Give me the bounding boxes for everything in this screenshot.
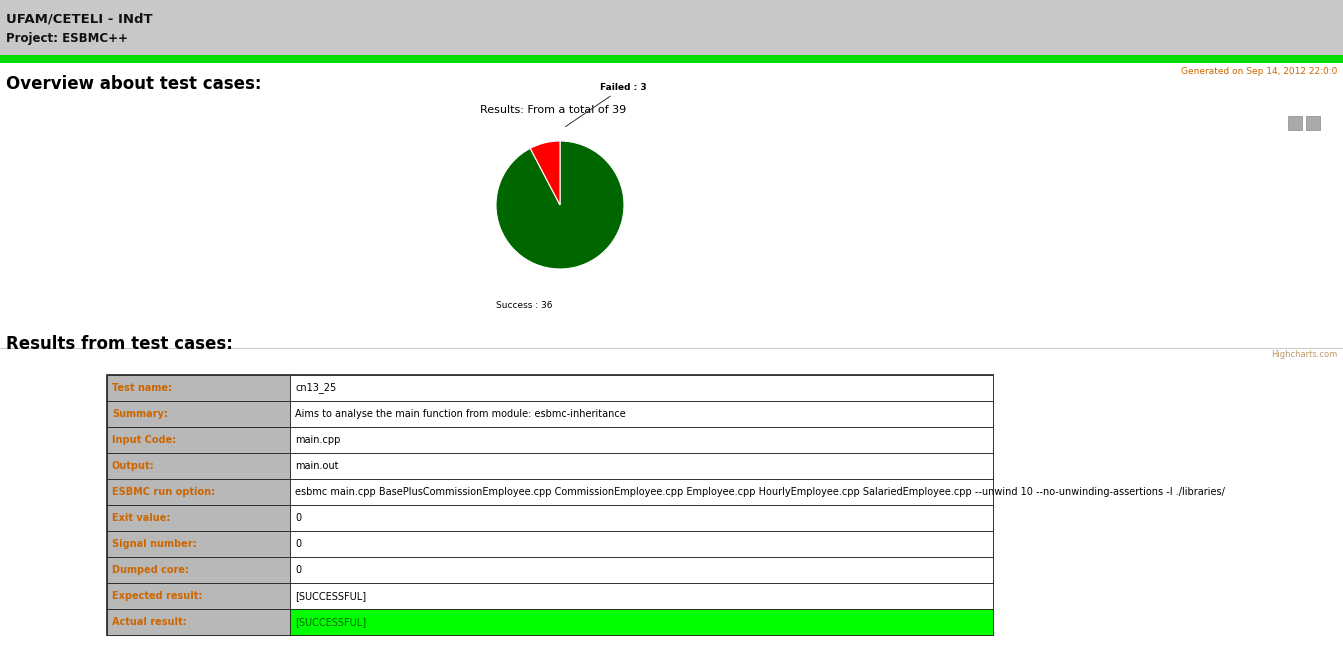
Text: [SUCCESSFUL]: [SUCCESSFUL] — [295, 617, 367, 627]
Text: Input Code:: Input Code: — [111, 435, 176, 445]
FancyBboxPatch shape — [290, 375, 992, 401]
Text: cn13_25: cn13_25 — [295, 383, 336, 394]
Text: Signal number:: Signal number: — [111, 539, 196, 549]
Text: Highcharts.com: Highcharts.com — [1270, 350, 1338, 359]
FancyBboxPatch shape — [290, 505, 992, 531]
Text: Dumped core:: Dumped core: — [111, 565, 189, 575]
Title: Results: From a total of 39: Results: From a total of 39 — [479, 106, 626, 116]
FancyBboxPatch shape — [107, 401, 290, 427]
Text: Success : 36: Success : 36 — [496, 301, 552, 310]
FancyBboxPatch shape — [107, 375, 290, 401]
Text: Actual result:: Actual result: — [111, 617, 187, 627]
Text: Exit value:: Exit value: — [111, 513, 171, 523]
FancyBboxPatch shape — [0, 0, 1343, 55]
Text: Project: ESBMC++: Project: ESBMC++ — [5, 32, 128, 45]
FancyBboxPatch shape — [1305, 116, 1320, 130]
FancyBboxPatch shape — [290, 427, 992, 453]
FancyBboxPatch shape — [290, 401, 992, 427]
Text: Overview about test cases:: Overview about test cases: — [5, 75, 262, 93]
FancyBboxPatch shape — [290, 583, 992, 609]
Text: Generated on Sep 14, 2012 22:0:0: Generated on Sep 14, 2012 22:0:0 — [1180, 67, 1338, 76]
FancyBboxPatch shape — [107, 557, 290, 583]
Wedge shape — [496, 141, 624, 269]
FancyBboxPatch shape — [290, 531, 992, 557]
Text: Output:: Output: — [111, 461, 154, 471]
Text: Results from test cases:: Results from test cases: — [5, 335, 232, 353]
Text: [SUCCESSFUL]: [SUCCESSFUL] — [295, 591, 367, 601]
Text: esbmc main.cpp BasePlusCommissionEmployee.cpp CommissionEmployee.cpp Employee.cp: esbmc main.cpp BasePlusCommissionEmploye… — [295, 487, 1225, 497]
FancyBboxPatch shape — [107, 427, 290, 453]
Text: 0: 0 — [295, 513, 301, 523]
Text: main.cpp: main.cpp — [295, 435, 340, 445]
FancyBboxPatch shape — [107, 453, 290, 479]
FancyBboxPatch shape — [107, 531, 290, 557]
FancyBboxPatch shape — [290, 557, 992, 583]
FancyBboxPatch shape — [0, 55, 1343, 63]
FancyBboxPatch shape — [107, 505, 290, 531]
FancyBboxPatch shape — [107, 479, 290, 505]
Text: main.out: main.out — [295, 461, 338, 471]
Text: 0: 0 — [295, 565, 301, 575]
Text: Expected result:: Expected result: — [111, 591, 203, 601]
Text: Failed : 3: Failed : 3 — [565, 83, 646, 127]
Wedge shape — [530, 141, 560, 205]
FancyBboxPatch shape — [107, 583, 290, 609]
Text: UFAM/CETELI - INdT: UFAM/CETELI - INdT — [5, 13, 153, 26]
Text: Aims to analyse the main function from module: esbmc-inheritance: Aims to analyse the main function from m… — [295, 409, 626, 419]
FancyBboxPatch shape — [290, 609, 992, 635]
Text: Test name:: Test name: — [111, 383, 172, 393]
Text: Summary:: Summary: — [111, 409, 168, 419]
FancyBboxPatch shape — [107, 609, 290, 635]
Text: ESBMC run option:: ESBMC run option: — [111, 487, 215, 497]
FancyBboxPatch shape — [290, 453, 992, 479]
FancyBboxPatch shape — [1288, 116, 1301, 130]
Text: 0: 0 — [295, 539, 301, 549]
FancyBboxPatch shape — [290, 479, 992, 505]
